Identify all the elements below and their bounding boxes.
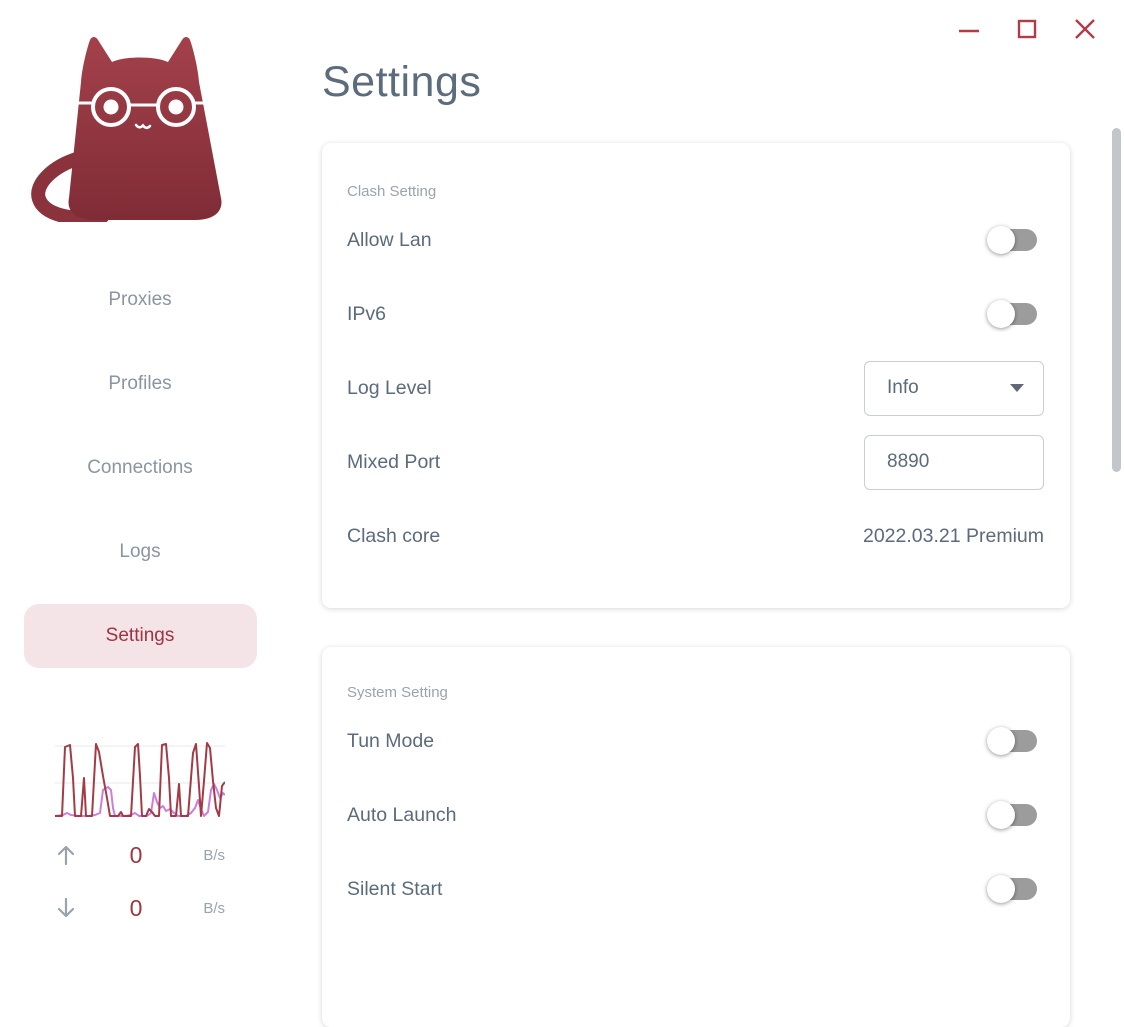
clash-setting-card: Clash Setting Allow Lan IPv6 Log Level I…	[322, 143, 1070, 608]
page-title: Settings	[322, 58, 482, 106]
upload-series-line	[55, 742, 225, 817]
download-speed-row: 0 B/s	[55, 893, 225, 923]
mixed-port-input[interactable]	[864, 434, 1044, 490]
toggle-thumb	[987, 727, 1015, 755]
ipv6-toggle[interactable]	[987, 300, 1037, 328]
download-speed-unit: B/s	[203, 899, 225, 917]
setting-row-ipv6: IPv6	[347, 277, 1044, 351]
close-icon	[1075, 19, 1095, 39]
setting-row-mixed-port: Mixed Port	[347, 425, 1044, 499]
auto-launch-toggle[interactable]	[987, 801, 1037, 829]
toggle-thumb	[987, 300, 1015, 328]
card-heading: System Setting	[347, 684, 448, 701]
card-heading: Clash Setting	[347, 183, 437, 200]
maximize-button[interactable]	[1014, 16, 1040, 42]
toggle-thumb	[987, 801, 1015, 829]
upload-speed-unit: B/s	[203, 846, 225, 864]
cat-logo-icon	[31, 37, 222, 222]
toggle-thumb	[987, 875, 1015, 903]
sidebar-nav: Proxies Profiles Connections Logs Settin…	[0, 268, 280, 668]
clash-core-label: Clash core	[347, 524, 441, 547]
download-series-line	[55, 783, 225, 817]
scrollbar-thumb[interactable]	[1112, 128, 1121, 472]
tun-mode-toggle[interactable]	[987, 727, 1037, 755]
setting-row-allow-lan: Allow Lan	[347, 203, 1044, 277]
silent-start-label: Silent Start	[347, 877, 443, 900]
setting-row-tun-mode: Tun Mode	[347, 704, 1044, 778]
mixed-port-label: Mixed Port	[347, 450, 441, 473]
sidebar-item-logs[interactable]: Logs	[119, 541, 161, 562]
arrow-down-icon	[57, 897, 75, 918]
allow-lan-label: Allow Lan	[347, 228, 432, 251]
upload-speed-value: 0	[129, 841, 143, 868]
sidebar-item-connections[interactable]: Connections	[87, 457, 193, 478]
system-setting-card: System Setting Tun Mode Auto Launch Sile…	[322, 647, 1070, 1027]
sidebar: Proxies Profiles Connections Logs Settin…	[0, 0, 280, 937]
setting-row-auto-launch: Auto Launch	[347, 778, 1044, 852]
window-controls	[956, 16, 1098, 42]
download-speed-value: 0	[129, 894, 143, 921]
auto-launch-label: Auto Launch	[347, 803, 457, 826]
setting-row-clash-core: Clash core 2022.03.21 Premium	[347, 499, 1044, 573]
traffic-chart	[55, 742, 225, 817]
sidebar-item-proxies[interactable]: Proxies	[108, 289, 172, 310]
sidebar-item-profiles[interactable]: Profiles	[108, 373, 172, 394]
ipv6-label: IPv6	[347, 302, 387, 325]
close-button[interactable]	[1072, 16, 1098, 42]
chevron-down-icon	[1010, 384, 1024, 392]
setting-row-silent-start: Silent Start	[347, 852, 1044, 926]
clash-core-version: 2022.03.21 Premium	[862, 524, 1044, 547]
arrow-up-icon	[57, 845, 75, 866]
upload-speed-row: 0 B/s	[55, 840, 225, 870]
sidebar-item-settings[interactable]: Settings	[23, 604, 257, 668]
allow-lan-toggle[interactable]	[987, 226, 1037, 254]
tun-mode-label: Tun Mode	[347, 729, 435, 752]
silent-start-toggle[interactable]	[987, 875, 1037, 903]
maximize-icon	[1017, 19, 1037, 39]
log-level-label: Log Level	[347, 376, 432, 399]
log-level-selected-value: Info	[887, 377, 919, 398]
log-level-select[interactable]: Info	[864, 360, 1044, 416]
minimize-icon	[959, 29, 979, 33]
setting-row-log-level: Log Level Info	[347, 351, 1044, 425]
toggle-thumb	[987, 226, 1015, 254]
minimize-button[interactable]	[956, 16, 982, 42]
